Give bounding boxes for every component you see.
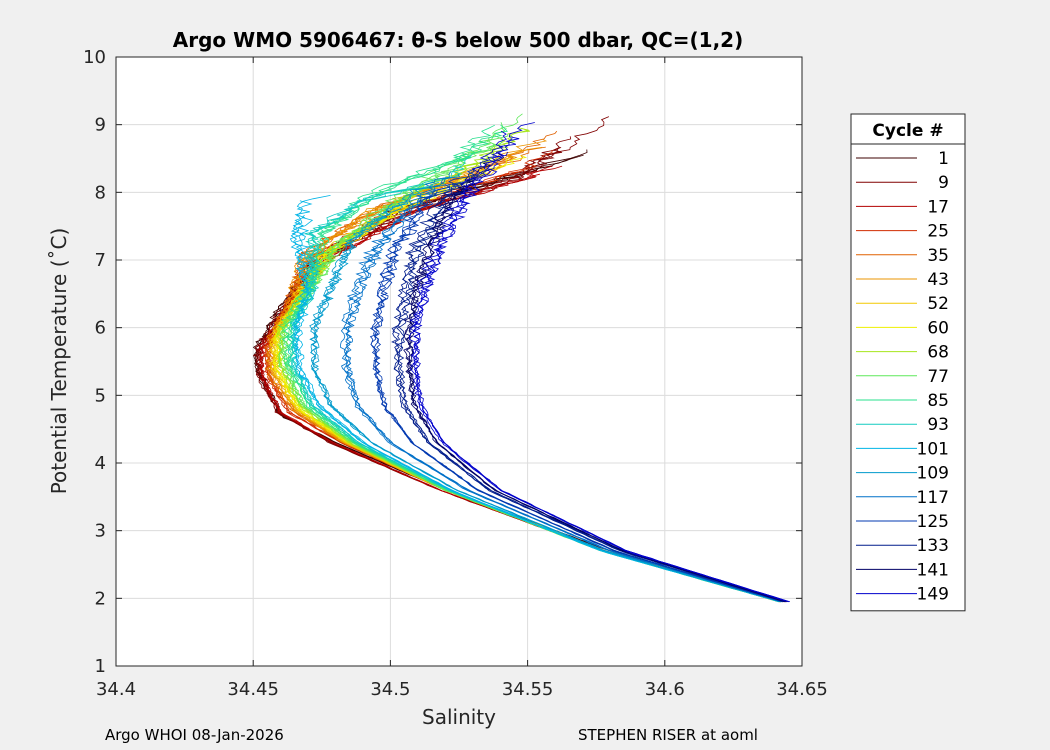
y-tick-label: 5 [95, 385, 106, 406]
legend-entry: 68 [927, 343, 949, 363]
y-tick-label: 6 [95, 318, 106, 339]
series-line-149 [413, 122, 789, 603]
series-line-149 [412, 151, 789, 603]
series-group [252, 113, 791, 603]
legend: Cycle # 1 9 17 25 35 43 52 60 68 77 85 93 101 109 117 12… [850, 113, 966, 612]
series-line-141 [405, 179, 787, 603]
chart-title: Argo WMO 5906467: θ-S below 500 dbar, QC… [173, 28, 743, 52]
y-tick-label: 7 [95, 250, 106, 271]
y-tick-label: 4 [95, 453, 106, 474]
legend-entry: 133 [917, 536, 949, 556]
legend-entry: 125 [917, 512, 949, 532]
y-tick-label: 9 [95, 115, 106, 136]
legend-entry: 17 [927, 197, 949, 217]
series-line-117 [345, 195, 784, 603]
legend-title: Cycle # [872, 121, 943, 141]
series-line-125 [370, 184, 783, 603]
legend-entry: 52 [927, 294, 949, 314]
legend-entry: 77 [927, 367, 949, 387]
series-line-109 [310, 195, 781, 603]
y-tick-label: 1 [95, 656, 106, 677]
legend-entry: 149 [917, 585, 949, 605]
legend-entry: 85 [927, 391, 949, 411]
y-axis-label: Potential Temperature (˚C) [47, 228, 71, 495]
footer-left: Argo WHOI 08-Jan-2026 [105, 726, 284, 744]
x-tick-label: 34.6 [645, 679, 685, 700]
legend-entry: 60 [927, 318, 949, 338]
legend-entry: 9 [938, 173, 949, 193]
footer-right: STEPHEN RISER at aoml [578, 726, 758, 744]
x-tick-label: 34.45 [227, 679, 279, 700]
series-line-133 [392, 173, 785, 603]
legend-entry: 1 [938, 149, 949, 169]
series-line-133 [396, 168, 787, 603]
plot-frame [115, 56, 803, 667]
legend-entry: 101 [917, 439, 949, 459]
y-tick-label: 2 [95, 588, 106, 609]
y-tick-label: 8 [95, 182, 106, 203]
legend-entry: 141 [917, 560, 949, 580]
y-tick-label: 3 [95, 521, 106, 542]
series-line-101 [291, 195, 780, 603]
y-tick-label: 10 [83, 47, 106, 68]
legend-box [850, 113, 966, 612]
series-line-117 [340, 171, 783, 603]
legend-entry: 25 [927, 222, 949, 242]
legend-entry: 117 [917, 488, 949, 508]
x-tick-label: 34.65 [776, 679, 828, 700]
x-tick-label: 34.4 [96, 679, 136, 700]
legend-entry: 93 [927, 415, 949, 435]
x-tick-label: 34.55 [502, 679, 554, 700]
legend-entry: 43 [927, 270, 949, 290]
x-axis-label: Salinity [422, 705, 496, 729]
x-tick-label: 34.5 [370, 679, 410, 700]
legend-entry: 35 [927, 246, 949, 266]
legend-entry: 109 [917, 464, 949, 484]
axes: 34.4 34.45 34.5 34.55 34.6 34.65 1 2 3 4 5 6 7 8 9 10 [83, 47, 828, 700]
